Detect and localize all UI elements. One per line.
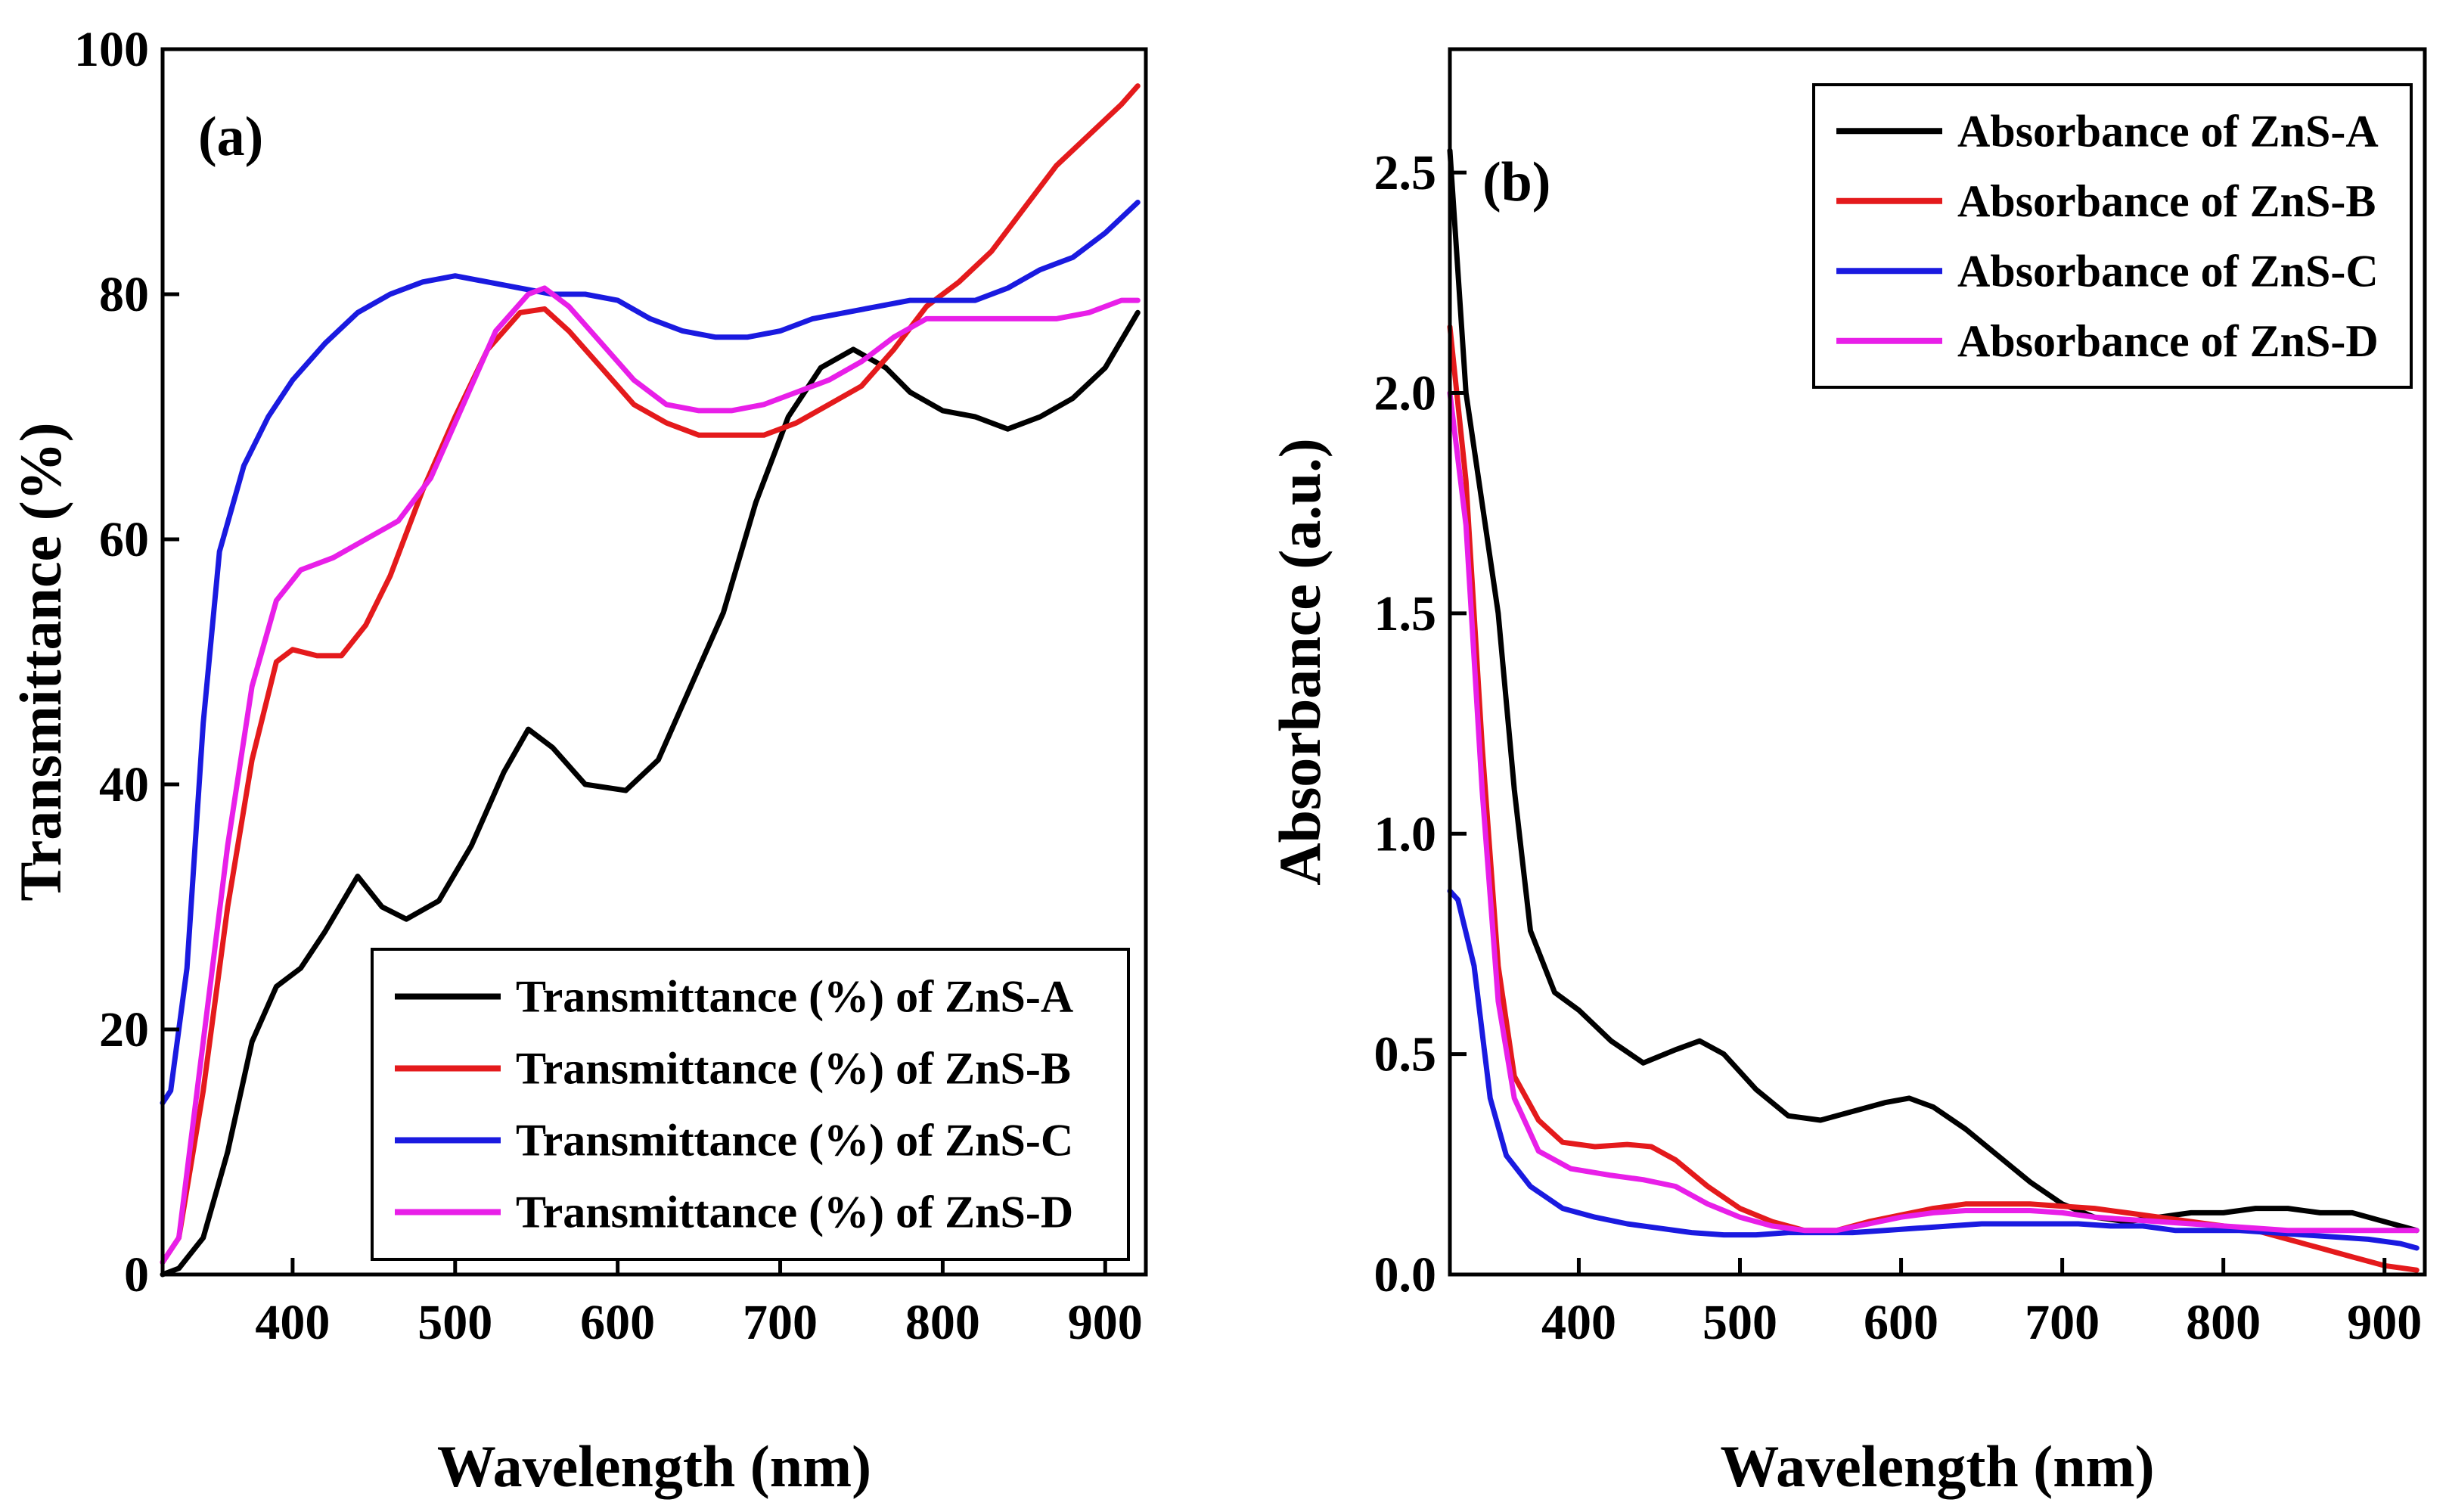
x-tick-label: 900	[1068, 1295, 1143, 1350]
series-line-a-1	[160, 309, 1141, 1278]
x-tick-label: 400	[255, 1295, 330, 1350]
legend-label-3: Transmittance (%) of ZnS-C	[516, 1116, 1073, 1166]
y-tick-label: 20	[99, 1002, 149, 1057]
y-tick-label: 100	[74, 22, 149, 77]
series-line-b-3	[1447, 888, 2420, 1251]
panel-label: (b)	[1482, 151, 1550, 213]
y-tick-label: 0	[124, 1247, 149, 1302]
legend-box	[371, 948, 1130, 1261]
series-line-a-4	[160, 285, 1141, 1265]
legend-label-3: Absorbance of ZnS-C	[1957, 246, 2379, 296]
legend-label-1: Absorbance of ZnS-A	[1957, 106, 2379, 156]
x-tick-label: 600	[1864, 1295, 1938, 1350]
chart-panel-b: 400 500 600 700 800 900 0.0 0.5 1.0 1.5 2.0 2.5 Wave…	[1267, 47, 2427, 1499]
legend-label-1: Transmittance (%) of ZnS-A	[516, 972, 1073, 1022]
series-line-a-3	[160, 200, 1141, 1106]
y-tick-label: 60	[99, 512, 149, 567]
legend: Absorbance of ZnS-A Absorbance of ZnS-B Ab…	[1812, 83, 2413, 389]
y-tick-label: 0.0	[1374, 1247, 1437, 1302]
x-axis-title: Wavelength (nm)	[1720, 1433, 2154, 1499]
legend: Transmittance (%) of ZnS-A Transmittance …	[371, 948, 1130, 1261]
series-line-b-1	[1447, 147, 2420, 1234]
x-tick-label: 900	[2347, 1295, 2422, 1350]
y-tick-label: 0.5	[1374, 1027, 1437, 1082]
x-tick-label: 600	[580, 1295, 655, 1350]
legend-label-2: Absorbance of ZnS-B	[1957, 176, 2376, 226]
y-axis-title: Transmittance (%)	[8, 422, 73, 901]
y-axis-title: Absorbance (a.u.)	[1267, 438, 1333, 886]
panel-label: (a)	[198, 106, 263, 168]
series-line-b-4	[1447, 390, 2420, 1234]
plot-frame	[1448, 47, 2427, 1277]
legend-label-4: Transmittance (%) of ZnS-D	[516, 1188, 1073, 1237]
y-tick-label: 2.5	[1374, 145, 1437, 200]
x-tick-label: 700	[743, 1295, 818, 1350]
y-tick-label: 80	[99, 267, 149, 322]
plot-frame	[160, 47, 1148, 1277]
x-tick-label: 500	[417, 1295, 492, 1350]
x-tick-label: 700	[2025, 1295, 2100, 1350]
y-tick-label: 2.0	[1374, 366, 1437, 421]
series-line-b-2	[1447, 324, 2420, 1273]
y-tick-label: 1.5	[1374, 586, 1437, 641]
x-tick-label: 500	[1703, 1295, 1777, 1350]
y-tick-label: 1.0	[1374, 806, 1437, 862]
legend-label-2: Transmittance (%) of ZnS-B	[516, 1044, 1071, 1094]
legend-box	[1812, 83, 2413, 389]
legend-label-4: Absorbance of ZnS-D	[1957, 316, 2379, 366]
y-tick-label: 40	[99, 757, 149, 812]
x-tick-label: 800	[2186, 1295, 2261, 1350]
chart-panel-a: 400 500 600 700 800 900 0 20 40 60 80 100 Wavelength…	[8, 22, 1148, 1499]
x-tick-label: 400	[1541, 1295, 1616, 1350]
x-axis-title: Wavelength (nm)	[437, 1433, 871, 1499]
series-line-a-2	[160, 83, 1141, 1265]
x-tick-label: 800	[905, 1295, 980, 1350]
